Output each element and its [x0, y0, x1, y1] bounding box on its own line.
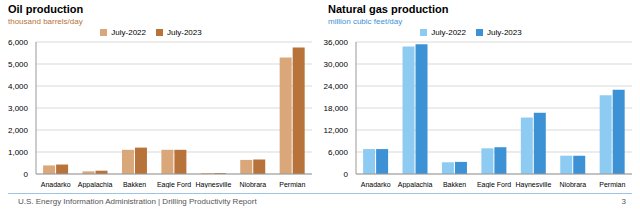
svg-text:2,000: 2,000 [8, 126, 29, 135]
svg-text:Appalachia: Appalachia [398, 181, 433, 188]
html-text:July-2022: July-2022 [431, 28, 466, 37]
svg-text:18,000: 18,000 [324, 104, 349, 113]
svg-text:6,000: 6,000 [8, 38, 29, 47]
svg-text:Eagle Ford: Eagle Ford [477, 181, 511, 188]
svg-text:Anadarko: Anadarko [361, 181, 391, 188]
svg-text:5,000: 5,000 [8, 60, 29, 69]
svg-text:Bakken: Bakken [123, 181, 146, 188]
svg-text:Permian: Permian [279, 181, 305, 188]
svg-text:Niobrara: Niobrara [239, 181, 266, 188]
html-text:July-2022: July-2022 [111, 28, 146, 37]
svg-text:36,000: 36,000 [324, 38, 349, 47]
html-text:thousand barrels/day: thousand barrels/day [8, 17, 83, 26]
svg-text:Niobrara: Niobrara [559, 181, 586, 188]
svg-text:0: 0 [344, 170, 349, 179]
svg-text:Haynesville: Haynesville [516, 181, 552, 188]
svg-text:Appalachia: Appalachia [78, 181, 113, 188]
svg-text:12,000: 12,000 [324, 126, 349, 135]
svg-text:Eagle Ford: Eagle Ford [157, 181, 191, 188]
svg-text:4,000: 4,000 [8, 82, 29, 91]
html-text:U.S. Energy Information Admini: U.S. Energy Information Administration |… [18, 197, 257, 206]
html-text:million cubic feet/day: million cubic feet/day [328, 17, 403, 26]
html-text:July-2023: July-2023 [487, 28, 522, 37]
svg-text:30,000: 30,000 [324, 60, 349, 69]
svg-text:3,000: 3,000 [8, 104, 29, 113]
svg-text:6,000: 6,000 [328, 148, 349, 157]
svg-text:Permian: Permian [599, 181, 625, 188]
html-text:3: 3 [621, 197, 626, 206]
html-text:Oil production: Oil production [8, 3, 84, 15]
svg-text:1,000: 1,000 [8, 148, 29, 157]
svg-text:Anadarko: Anadarko [41, 181, 71, 188]
svg-text:Haynesville: Haynesville [196, 181, 232, 188]
svg-text:24,000: 24,000 [324, 82, 349, 91]
html-text:July-2023: July-2023 [167, 28, 202, 37]
svg-text:0: 0 [24, 170, 29, 179]
svg-text:Bakken: Bakken [443, 181, 466, 188]
html-text:Natural gas production: Natural gas production [328, 3, 449, 15]
